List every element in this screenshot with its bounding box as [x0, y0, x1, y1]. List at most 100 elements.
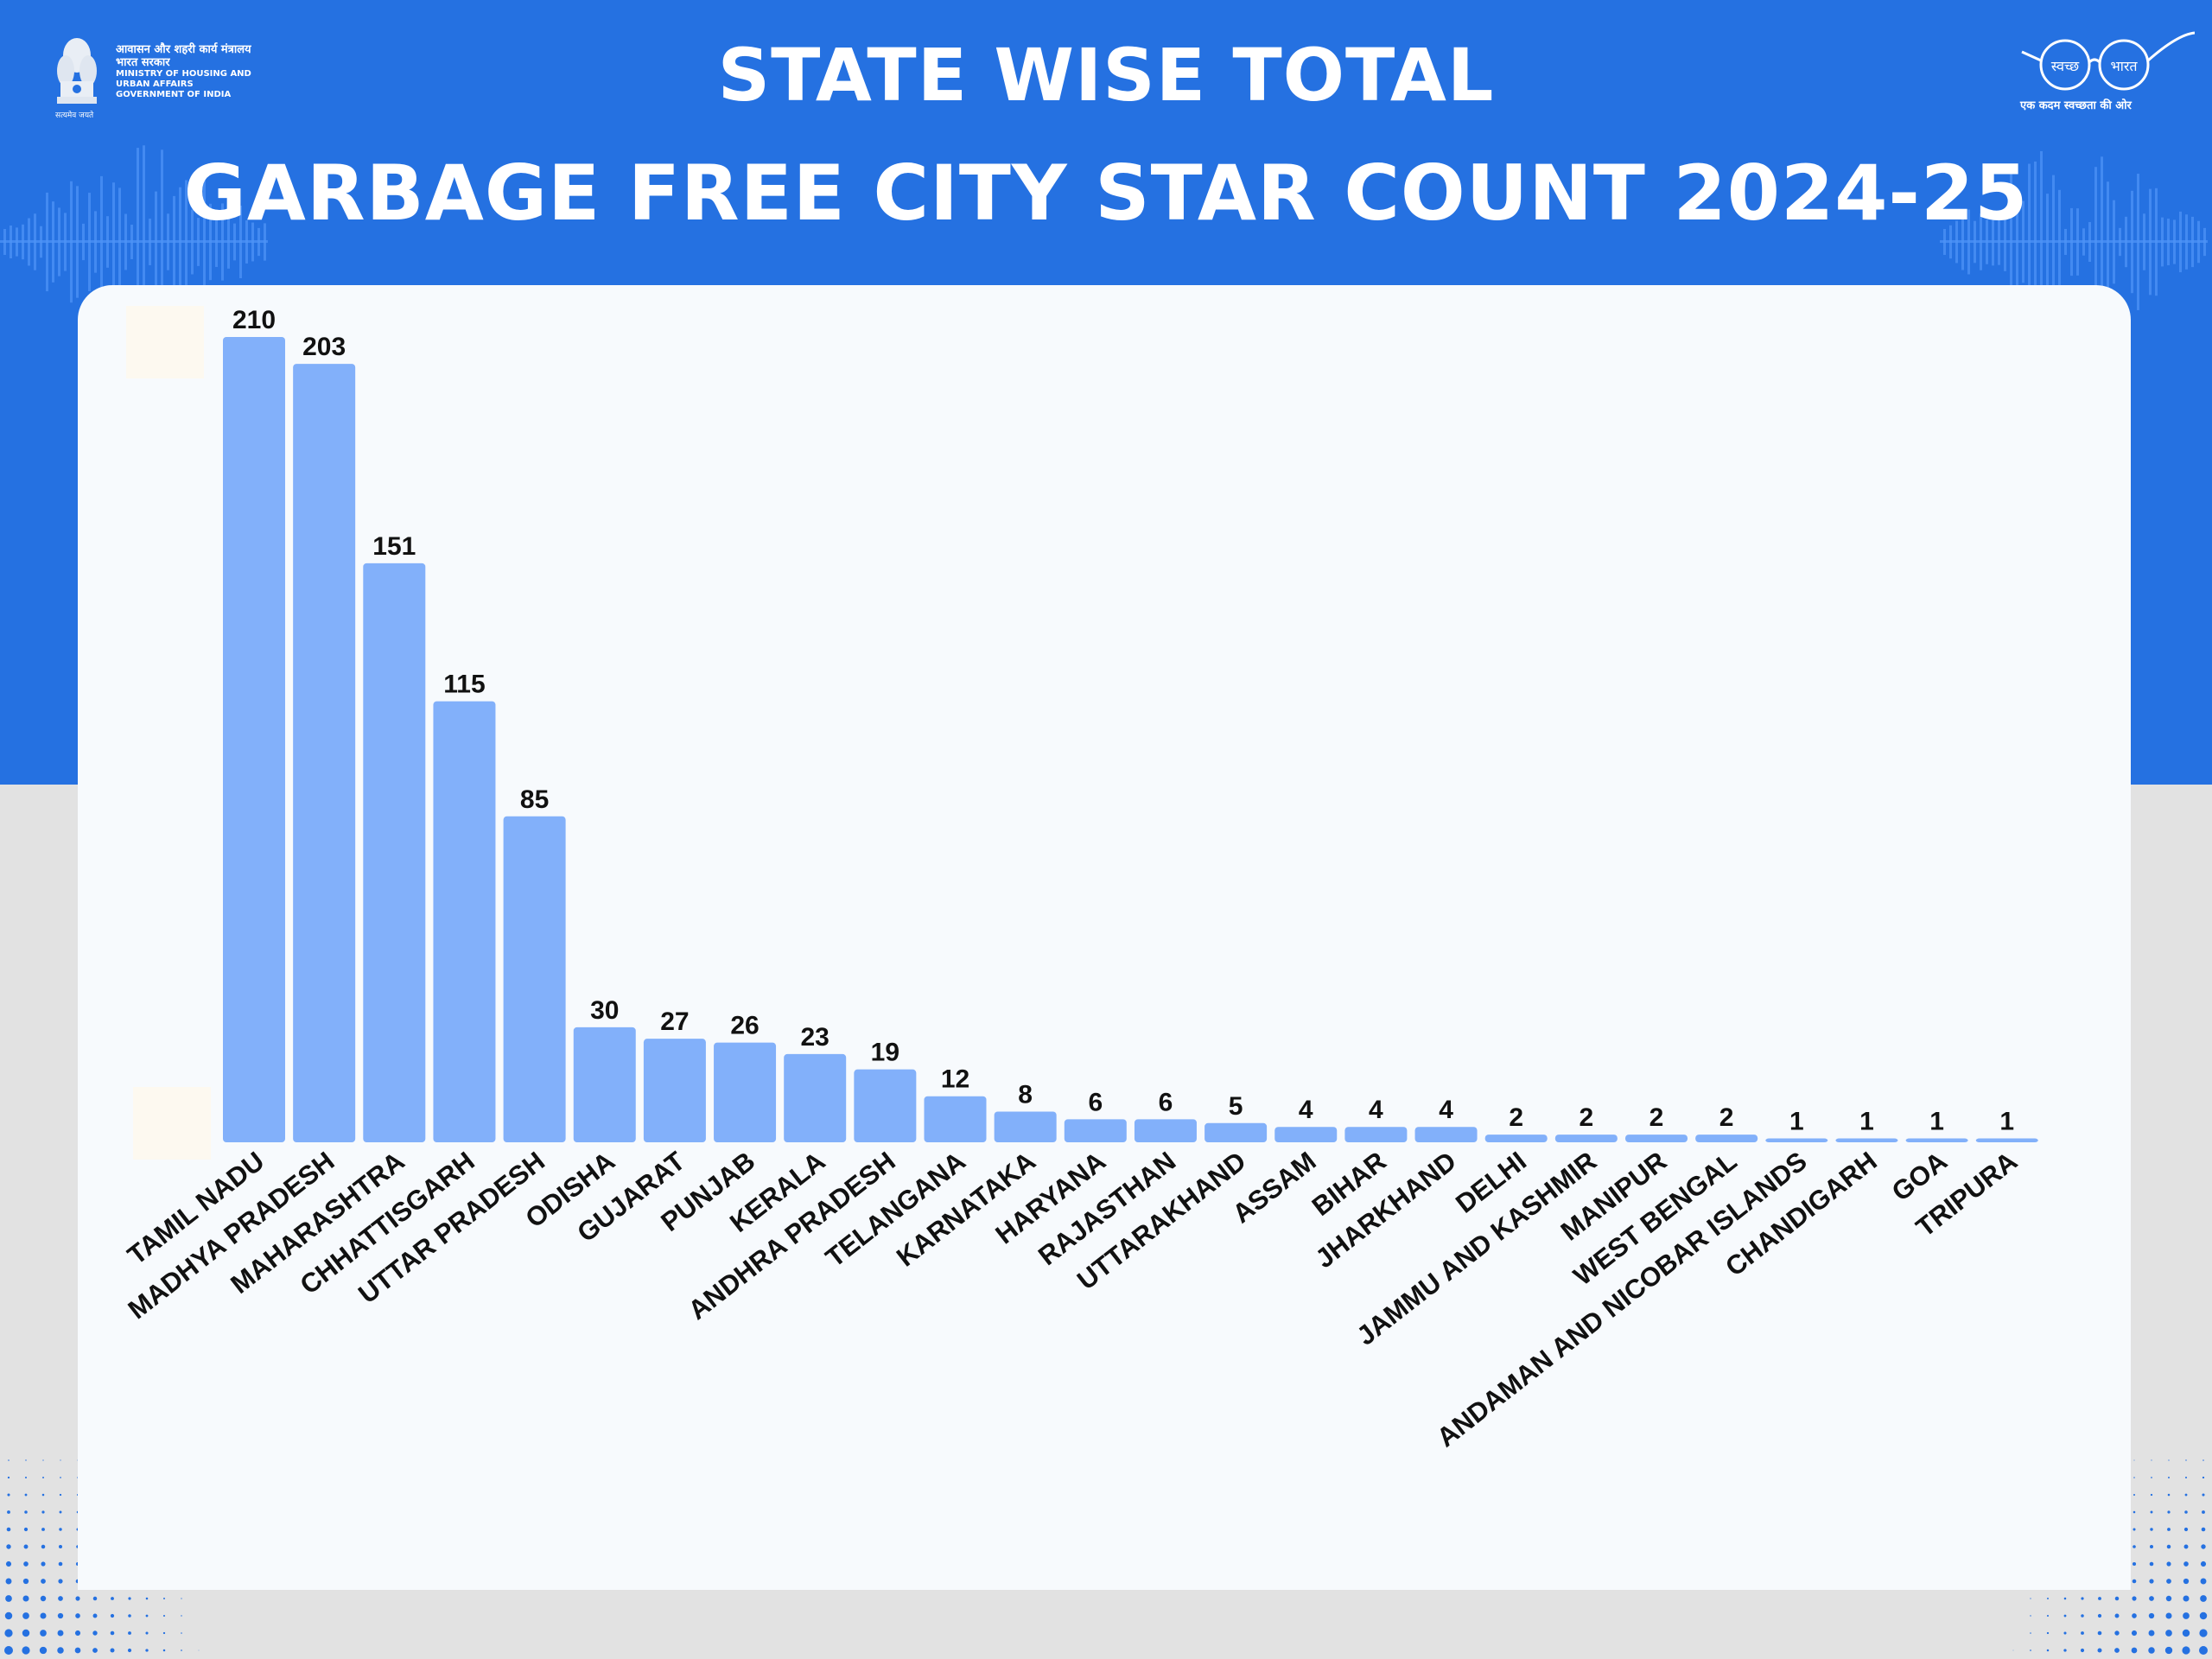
halftone-dot: [40, 1612, 47, 1619]
halftone-dot: [2165, 1630, 2172, 1637]
halftone-dot: [2165, 1595, 2172, 1602]
halftone-dot: [23, 1561, 29, 1567]
halftone-dot: [7, 1493, 10, 1497]
halftone-dot: [2132, 1579, 2137, 1584]
halftone-dot: [2012, 1649, 2014, 1651]
halftone-dot: [24, 1493, 28, 1497]
halftone-dot: [181, 1632, 182, 1634]
data-label: 2: [1649, 1103, 1664, 1132]
halftone-dot: [2081, 1631, 2084, 1635]
halftone-dot: [92, 1630, 98, 1636]
halftone-dot: [59, 1528, 62, 1531]
bar: [1484, 1135, 1548, 1142]
halftone-dot: [41, 1544, 46, 1549]
halftone-dot: [2114, 1613, 2120, 1618]
halftone-dot: [2184, 1493, 2188, 1497]
equalizer-decoration-right: [1940, 150, 2208, 334]
halftone-dot: [22, 1646, 30, 1655]
data-label: 1: [1789, 1108, 1804, 1136]
halftone-dot: [2150, 1493, 2153, 1497]
data-label: 12: [941, 1065, 969, 1094]
data-label: 4: [1369, 1096, 1383, 1124]
halftone-dot: [2166, 1544, 2171, 1549]
halftone-dot: [2063, 1614, 2067, 1618]
halftone-dot: [22, 1629, 30, 1637]
halftone-dot: [2182, 1646, 2190, 1655]
halftone-dot: [2047, 1598, 2049, 1599]
halftone-dot: [2114, 1596, 2120, 1601]
halftone-dot: [2202, 1459, 2204, 1461]
halftone-dot: [2200, 1578, 2207, 1585]
halftone-dot: [2148, 1630, 2155, 1637]
halftone-dot: [6, 1527, 11, 1532]
halftone-dot: [145, 1631, 149, 1635]
bar: [994, 1111, 1057, 1142]
halftone-dot: [2167, 1493, 2171, 1497]
data-label: 1: [1929, 1108, 1944, 1136]
bar: [784, 1053, 847, 1142]
halftone-dot: [2200, 1560, 2207, 1567]
spectacles-icon: स्वच्छ भारत: [2021, 31, 2196, 91]
equalizer-line: [1940, 240, 2208, 243]
halftone-dot: [2046, 1631, 2050, 1635]
data-label: 1: [1859, 1108, 1874, 1136]
halftone-dot: [2202, 1510, 2205, 1514]
halftone-dot: [128, 1597, 131, 1600]
bar: [503, 816, 566, 1142]
halftone-dot: [2201, 1544, 2206, 1549]
data-label: 19: [871, 1039, 899, 1067]
halftone-dot: [2063, 1597, 2067, 1600]
halftone-dot: [162, 1649, 166, 1652]
halftone-dot: [198, 1649, 200, 1651]
halftone-dot: [6, 1544, 11, 1549]
halftone-dot: [2183, 1595, 2190, 1602]
halftone-dot: [40, 1595, 47, 1602]
halftone-dot: [2148, 1647, 2155, 1654]
data-label: 2: [1509, 1103, 1523, 1132]
halftone-dot: [2132, 1613, 2137, 1618]
halftone-dot: [41, 1579, 46, 1584]
halftone-dot: [2167, 1510, 2171, 1514]
ministry-english-line-1: MINISTRY OF HOUSING AND: [116, 69, 251, 79]
halftone-dot: [2151, 1459, 2152, 1461]
government-hindi-name: भारत सरकार: [116, 56, 170, 69]
halftone-dot: [2149, 1544, 2154, 1549]
halftone-dot: [2164, 1646, 2173, 1655]
halftone-dot: [58, 1579, 63, 1584]
halftone-dot: [2199, 1611, 2208, 1620]
ministry-english-line-3: GOVERNMENT OF INDIA: [116, 90, 232, 99]
halftone-dot: [2166, 1561, 2171, 1567]
halftone-dot: [2166, 1579, 2171, 1584]
halftone-dot: [2183, 1561, 2189, 1567]
swachh-right-text: भारत: [2110, 58, 2138, 74]
halftone-dot: [145, 1649, 149, 1652]
bar: [1765, 1138, 1828, 1142]
halftone-dot: [2081, 1597, 2084, 1600]
halftone-dot: [92, 1648, 98, 1653]
bar: [1205, 1122, 1268, 1142]
halftone-dot: [2199, 1629, 2208, 1637]
halftone-dot: [41, 1528, 45, 1531]
ministry-logo: आवासन और शहरी कार्य मंत्रालय भारत सरकार …: [48, 36, 290, 123]
halftone-dot: [4, 1646, 13, 1655]
halftone-dot: [25, 1459, 27, 1461]
decorative-square-bottom: [133, 1087, 211, 1160]
halftone-dot: [2202, 1493, 2205, 1497]
ministry-name: आवासन और शहरी कार्य मंत्रालय भारत सरकार …: [116, 43, 251, 100]
halftone-dot: [22, 1612, 29, 1619]
halftone-dot: [2149, 1561, 2154, 1567]
halftone-dot: [2081, 1614, 2084, 1618]
halftone-dot: [59, 1493, 62, 1497]
halftone-dot: [40, 1630, 47, 1637]
halftone-dot: [2098, 1597, 2101, 1600]
data-label: 151: [372, 532, 416, 561]
halftone-dot: [5, 1595, 12, 1602]
halftone-dot: [128, 1614, 131, 1618]
halftone-dot: [2183, 1544, 2189, 1549]
bar: [363, 563, 426, 1142]
halftone-dot: [2131, 1647, 2138, 1654]
data-label: 6: [1088, 1088, 1103, 1116]
